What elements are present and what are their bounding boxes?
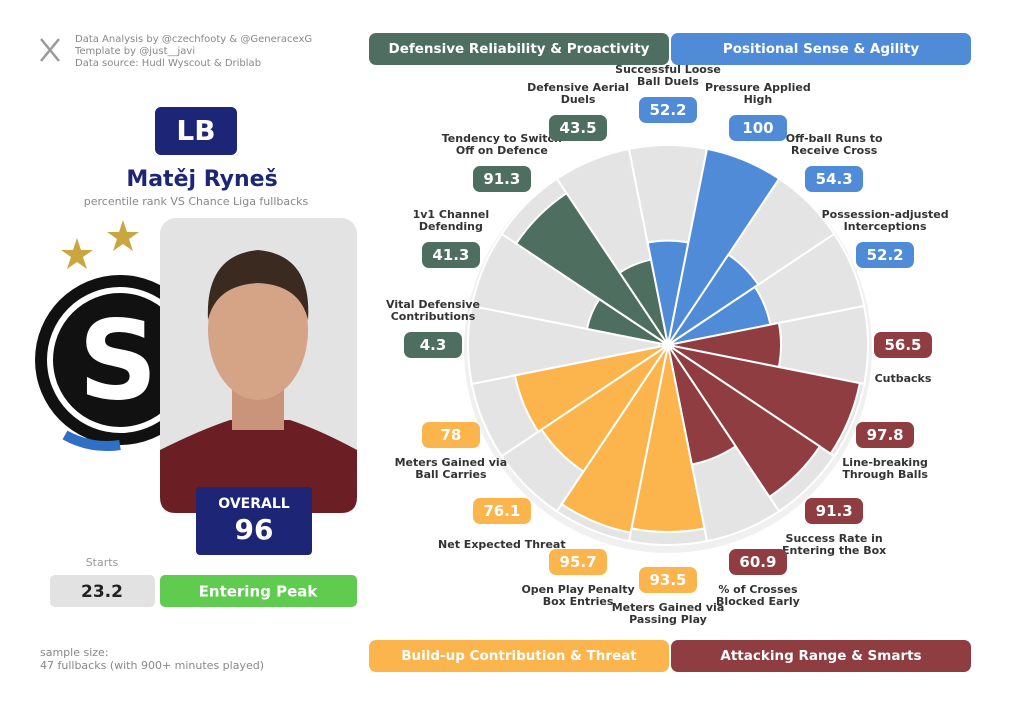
category-label: Meters Gained via Passing Play bbox=[611, 601, 725, 626]
value-label: 76.1 bbox=[472, 498, 531, 525]
status-box bbox=[160, 575, 357, 607]
value-label: 78 bbox=[421, 421, 480, 448]
credit: Data source: Hudl Wyscout & Driblab bbox=[75, 58, 261, 69]
position: LB bbox=[176, 114, 215, 147]
slice bbox=[514, 191, 669, 346]
slice bbox=[667, 147, 781, 346]
category-label: Defensive Aerial Duels bbox=[527, 80, 629, 106]
overall-label: OVERALL bbox=[218, 496, 289, 512]
value-label: 43.5 bbox=[549, 114, 608, 141]
credit: Template by @just__javi bbox=[74, 46, 195, 57]
category-label: Off-ball Runs to Receive Cross bbox=[785, 131, 883, 157]
category-label: % of Crosses Blocked Early bbox=[716, 583, 800, 609]
category-label: Line-breaking Through Balls bbox=[842, 455, 928, 481]
value-label: 60.9 bbox=[728, 549, 787, 576]
value-label: 56.5 bbox=[874, 332, 932, 358]
legend-entry: Defensive Reliability & Proactivity bbox=[369, 33, 669, 65]
slice bbox=[667, 344, 862, 456]
starts-label: Starts bbox=[86, 556, 119, 569]
slice bbox=[560, 344, 669, 534]
value-label: 95.7 bbox=[549, 549, 608, 576]
slice bbox=[513, 344, 669, 434]
category-label: Possession-adjusted Interceptions bbox=[821, 208, 949, 234]
legend-entry: Positional Sense & Agility bbox=[671, 33, 971, 65]
status: Entering Peak bbox=[199, 583, 319, 601]
position-badge bbox=[155, 107, 237, 155]
category-label: Cutbacks bbox=[874, 372, 932, 385]
subtitle: percentile rank VS Chance Liga fullbacks bbox=[84, 195, 309, 208]
legend-entry: Attacking Range & Smarts bbox=[671, 640, 971, 672]
category-label: Pressure Applied High bbox=[705, 80, 811, 106]
category-label: Successful Loose Ball Duels bbox=[615, 63, 721, 88]
value-label: 91.3 bbox=[805, 498, 864, 525]
category-label: 1v1 Channel Defending bbox=[412, 208, 490, 234]
value-label: 54.3 bbox=[805, 165, 864, 192]
value-label: 97.8 bbox=[856, 421, 915, 448]
value-label: 41.3 bbox=[421, 242, 480, 269]
value-label: 93.5 bbox=[639, 567, 697, 593]
value-label: 52.2 bbox=[856, 242, 915, 269]
category-label: Open Play Penalty Box Entries bbox=[521, 583, 635, 609]
category-label: Tendency to Switch Off on Defence bbox=[441, 131, 562, 157]
svg-text:S: S bbox=[78, 296, 157, 424]
value-label: 4.3 bbox=[404, 332, 462, 358]
starts-box bbox=[50, 575, 155, 607]
x-logo bbox=[40, 38, 60, 62]
category-label: Vital Defensive Contributions bbox=[386, 298, 480, 323]
category-label: Meters Gained via Ball Carries bbox=[394, 455, 508, 481]
credit: Data Analysis by @czechfooty & @Generace… bbox=[75, 34, 312, 45]
slice bbox=[667, 253, 760, 346]
value-label: 91.3 bbox=[472, 165, 531, 192]
value-label: 52.2 bbox=[639, 97, 697, 123]
category-label: Net Expected Threat bbox=[438, 538, 566, 552]
player-name: Matěj Ryneš bbox=[126, 167, 277, 192]
player-photo bbox=[160, 218, 357, 513]
starts-value: 23.2 bbox=[81, 582, 123, 602]
legend-entry: Build-up Contribution & Threat bbox=[369, 640, 669, 672]
value-label: 100 bbox=[728, 114, 787, 141]
slice bbox=[667, 344, 822, 499]
overall-value: 96 bbox=[235, 513, 274, 546]
sample: 47 fullbacks (with 900+ minutes played) bbox=[40, 659, 264, 672]
sample-label: sample size: bbox=[40, 646, 109, 659]
overall-box bbox=[196, 487, 312, 555]
category-label: Success Rate in Entering the Box bbox=[782, 532, 887, 558]
